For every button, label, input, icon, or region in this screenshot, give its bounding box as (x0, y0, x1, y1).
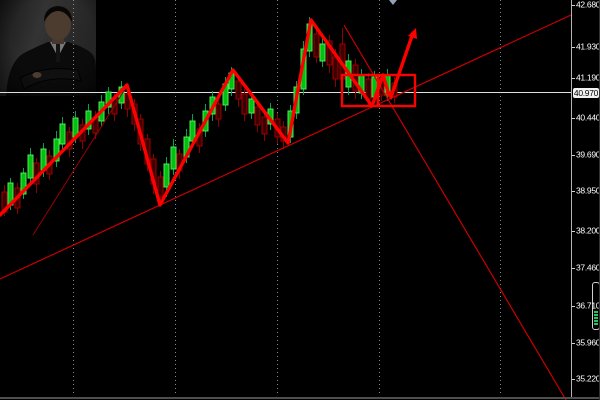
candle-up (59, 123, 66, 145)
candle-down (326, 40, 333, 66)
axis-tick (572, 5, 575, 6)
candle-up (53, 138, 60, 162)
axis-tick (572, 78, 575, 79)
wedge-trendline[interactable] (32, 85, 128, 236)
breakout-up-arrow[interactable] (389, 31, 415, 99)
candle-down (215, 103, 222, 120)
axis-price-label: 35.960 (576, 337, 600, 348)
axis-tick (572, 155, 575, 156)
axis-price-label: 37.460 (576, 262, 600, 273)
candle-down (261, 116, 268, 135)
axis-price-label: 38.950 (576, 185, 600, 196)
axis-tick (572, 268, 575, 269)
axis-price-label: 38.200 (576, 225, 600, 236)
volume-gauge-fill (594, 311, 598, 326)
ascending-trendline[interactable] (0, 14, 572, 280)
price-axis-panel[interactable]: 40.970 42.680 41.930 41.190 40.440 39.690 38.… (571, 0, 600, 397)
axis-price-label: 40.440 (576, 112, 600, 123)
axis-price-label: 41.190 (576, 72, 600, 83)
candle-up (27, 154, 34, 179)
candle-down (235, 80, 242, 100)
zigzag-annotation[interactable] (0, 18, 391, 217)
down-marker-icon (389, 0, 397, 5)
axis-price-label: 36.710 (576, 300, 600, 311)
candle-up (20, 172, 27, 195)
axis-tick (572, 118, 575, 119)
analyst-photo-image (0, 0, 96, 96)
axis-tick (572, 231, 575, 232)
current-price-tag: 40.970 (573, 88, 599, 98)
up-arrowhead-icon (408, 28, 417, 39)
axis-tick (572, 306, 575, 307)
window-bottom-border (0, 397, 600, 399)
candle-down (157, 176, 164, 198)
axis-price-label: 39.690 (576, 149, 600, 160)
axis-price-label: 35.220 (576, 373, 600, 384)
axis-tick (572, 343, 575, 344)
axis-price-label: 41.930 (576, 41, 600, 52)
analyst-photo (0, 0, 96, 96)
candle-down (241, 93, 248, 115)
axis-tick (572, 379, 575, 380)
consolidation-rectangle[interactable] (376, 73, 417, 108)
descending-trendline[interactable] (343, 24, 567, 400)
candle-up (163, 163, 170, 188)
candle-down (254, 106, 261, 126)
candle-up (189, 120, 196, 142)
candle-up (170, 146, 177, 170)
candle-up (319, 43, 326, 62)
axis-tick (572, 191, 575, 192)
candle-down (332, 56, 339, 80)
axis-price-label: 42.680 (576, 0, 600, 10)
candle-up (248, 98, 255, 114)
axis-tick (572, 47, 575, 48)
candle-down (313, 33, 320, 58)
